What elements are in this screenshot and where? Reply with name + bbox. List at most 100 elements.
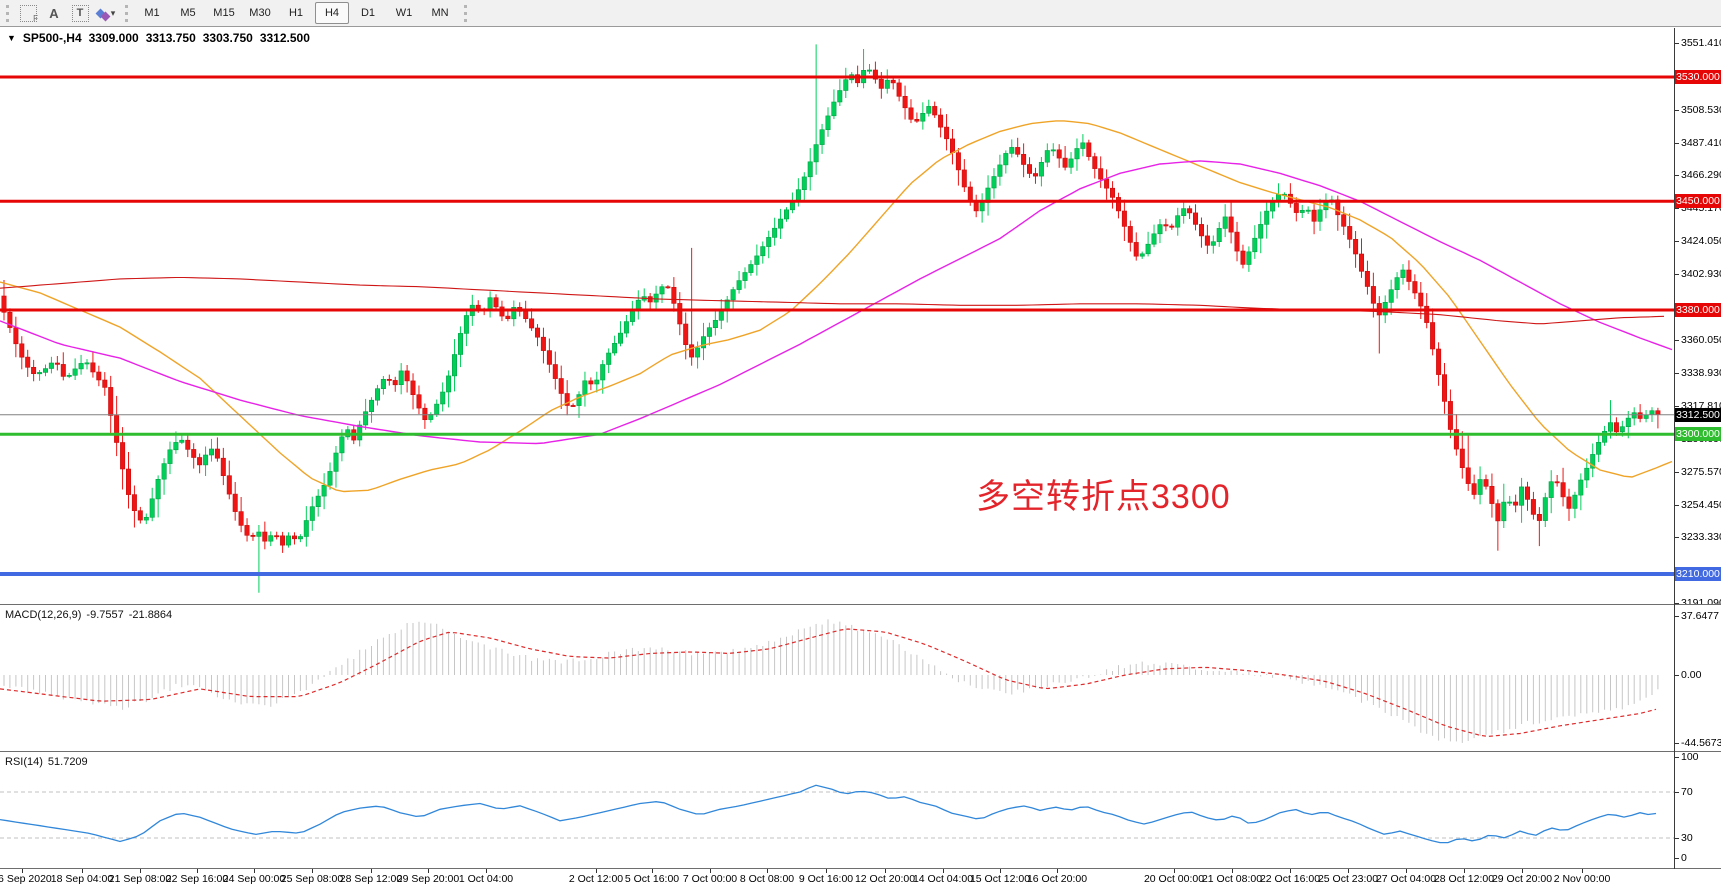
price-badge-3530.000: 3530.000 bbox=[1675, 70, 1721, 84]
time-tick-mark bbox=[1174, 869, 1175, 873]
timeframe-buttons: M1 M5 M15 M30 H1 H4 D1 W1 MN bbox=[134, 2, 458, 24]
price-badge-3210.000: 3210.000 bbox=[1675, 567, 1721, 581]
time-label: 29 Oct 20:00 bbox=[1491, 873, 1553, 885]
chart-annotation-text: 多空转折点3300 bbox=[976, 478, 1231, 516]
rsi-tick-label: 70 bbox=[1681, 786, 1693, 798]
price-tick-mark bbox=[1674, 340, 1679, 341]
ohlc-close: 3312.500 bbox=[259, 31, 310, 45]
price-tick-mark bbox=[1674, 175, 1679, 176]
time-tick-mark bbox=[1232, 869, 1233, 873]
rsi-tick-label: 100 bbox=[1681, 751, 1699, 763]
price-tick-label: 3254.450 bbox=[1681, 499, 1721, 511]
macd-main-value: -9.7557 bbox=[86, 609, 124, 621]
time-tick-mark bbox=[371, 869, 372, 873]
timeframe-mn[interactable]: MN bbox=[431, 7, 449, 19]
time-label: 14 Oct 04:00 bbox=[912, 873, 974, 885]
price-badge-3312.500: 3312.500 bbox=[1675, 408, 1721, 422]
toolbar-grip-2[interactable] bbox=[125, 4, 128, 22]
symbol-expander-icon[interactable]: ▼ bbox=[7, 33, 16, 43]
macd-tick-mark bbox=[1674, 743, 1679, 744]
price-badge-3450.000: 3450.000 bbox=[1675, 194, 1721, 208]
macd-panel-plot[interactable] bbox=[0, 605, 1674, 751]
time-tick-mark bbox=[22, 869, 23, 873]
price-tick-mark bbox=[1674, 43, 1679, 44]
chart-shift-label: F bbox=[33, 14, 38, 23]
macd-tick-label: 37.6477 bbox=[1681, 610, 1719, 622]
price-axis[interactable]: 3551.410 3508.530 3487.410 3466.290 3445.170… bbox=[1674, 28, 1721, 609]
time-tick-mark bbox=[1348, 869, 1349, 873]
shapes-dropdown-icon[interactable]: ▾ bbox=[95, 3, 117, 23]
price-badge-3380.000: 3380.000 bbox=[1675, 303, 1721, 317]
time-tick-mark bbox=[140, 869, 141, 873]
timeframe-m15[interactable]: M15 bbox=[213, 7, 235, 19]
price-tick-mark bbox=[1674, 537, 1679, 538]
timeframe-d1[interactable]: D1 bbox=[360, 7, 376, 19]
timeframe-h4[interactable]: H4 bbox=[315, 2, 349, 24]
price-tick-mark bbox=[1674, 241, 1679, 242]
time-tick-mark bbox=[652, 869, 653, 873]
main-chart-plot[interactable] bbox=[0, 28, 1674, 604]
timeframe-w1[interactable]: W1 bbox=[395, 7, 413, 19]
main-macd-separator[interactable] bbox=[0, 604, 1721, 605]
rsi-axis[interactable]: 100 70 30 0 bbox=[1674, 751, 1721, 868]
text-annotation-icon[interactable]: A bbox=[49, 5, 59, 21]
rsi-label: RSI(14) 51.7209 bbox=[5, 756, 88, 768]
text-label-icon[interactable]: T bbox=[69, 3, 91, 23]
price-tick-label: 3402.930 bbox=[1681, 268, 1721, 280]
time-tick-mark bbox=[254, 869, 255, 873]
price-tick-label: 3487.410 bbox=[1681, 137, 1721, 149]
rsi-tick-label: 0 bbox=[1681, 852, 1687, 864]
time-label: 29 Sep 20:00 bbox=[396, 873, 460, 885]
time-tick-mark bbox=[1057, 869, 1058, 873]
timeframe-m1[interactable]: M1 bbox=[144, 7, 160, 19]
time-tick-mark bbox=[596, 869, 597, 873]
macd-tick-label: -44.5673 bbox=[1681, 737, 1721, 749]
price-tick-mark bbox=[1674, 603, 1679, 604]
ohlc-high: 3313.750 bbox=[145, 31, 196, 45]
time-label: 28 Oct 12:00 bbox=[1433, 873, 1495, 885]
timeframe-m30[interactable]: M30 bbox=[249, 7, 271, 19]
time-label: 20 Oct 00:00 bbox=[1143, 873, 1205, 885]
time-label: 21 Oct 08:00 bbox=[1201, 873, 1263, 885]
time-label: 8 Oct 08:00 bbox=[739, 873, 795, 885]
price-tick-mark bbox=[1674, 505, 1679, 506]
macd-signal-value: -21.8864 bbox=[128, 609, 173, 621]
rsi-tick-label: 30 bbox=[1681, 832, 1693, 844]
time-label: 9 Oct 16:00 bbox=[798, 873, 854, 885]
price-tick-label: 3275.570 bbox=[1681, 466, 1721, 478]
macd-tick-mark bbox=[1674, 675, 1679, 676]
time-tick-mark bbox=[1406, 869, 1407, 873]
time-label: 24 Sep 00:00 bbox=[222, 873, 286, 885]
price-tick-label: 3424.050 bbox=[1681, 235, 1721, 247]
macd-axis[interactable]: 37.6477 0.00 -44.5673 bbox=[1674, 605, 1721, 751]
ohlc-open: 3309.000 bbox=[88, 31, 139, 45]
chart-shift-icon[interactable]: F bbox=[17, 3, 39, 23]
macd-tick-mark bbox=[1674, 616, 1679, 617]
time-tick-mark bbox=[82, 869, 83, 873]
price-axis-border bbox=[1674, 28, 1675, 869]
time-tick-mark bbox=[312, 869, 313, 873]
price-tick-label: 3466.290 bbox=[1681, 169, 1721, 181]
price-badge-3300.000: 3300.000 bbox=[1675, 427, 1721, 441]
rsi-tick-mark bbox=[1674, 757, 1679, 758]
time-tick-mark bbox=[826, 869, 827, 873]
price-tick-mark bbox=[1674, 110, 1679, 111]
toolbar-grip-3[interactable] bbox=[464, 4, 467, 22]
time-tick-mark bbox=[197, 869, 198, 873]
time-tick-mark bbox=[1582, 869, 1583, 873]
macd-rsi-separator[interactable] bbox=[0, 751, 1721, 752]
rsi-panel-plot[interactable] bbox=[0, 752, 1674, 868]
time-label: 15 Oct 12:00 bbox=[969, 873, 1031, 885]
time-tick-mark bbox=[767, 869, 768, 873]
rsi-tick-mark bbox=[1674, 838, 1679, 839]
symbol-bar: ▼ SP500-,H4 3309.000 3313.750 3303.750 3… bbox=[7, 31, 317, 45]
timeframe-h1[interactable]: H1 bbox=[288, 7, 304, 19]
time-label: 16 Oct 20:00 bbox=[1026, 873, 1088, 885]
price-tick-mark bbox=[1674, 406, 1679, 407]
symbol-name: SP500-,H4 bbox=[22, 31, 82, 45]
rsi-timeaxis-separator bbox=[0, 868, 1721, 869]
time-tick-mark bbox=[943, 869, 944, 873]
timeframe-m5[interactable]: M5 bbox=[180, 7, 196, 19]
toolbar-grip[interactable] bbox=[6, 4, 9, 22]
